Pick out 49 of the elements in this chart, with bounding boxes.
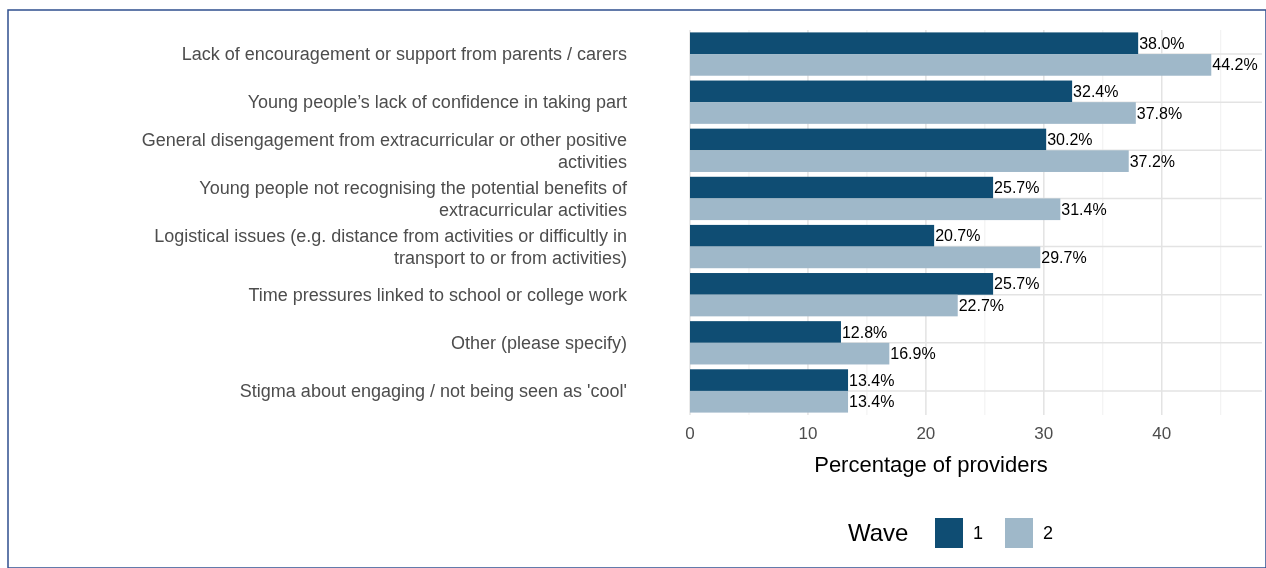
- bar: [690, 246, 1041, 269]
- bar: [690, 128, 1047, 151]
- y-tick-label: Other (please specify): [450, 333, 627, 354]
- data-label: 16.9%: [890, 345, 936, 363]
- y-tick-label: Logistical issues (e.g. distance from activities or difficultly in transport to or from activities): [154, 225, 627, 268]
- data-label: 13.4%: [849, 393, 895, 411]
- x-tick-label: 20: [916, 424, 936, 443]
- data-label: 25.7%: [994, 179, 1040, 197]
- data-label: 13.4%: [849, 371, 895, 389]
- y-tick-label: Time pressures linked to school or college work: [248, 284, 628, 305]
- legend-label: 1: [973, 523, 984, 544]
- bar: [690, 342, 890, 365]
- data-label: 25.7%: [994, 275, 1040, 293]
- bar: [690, 80, 1073, 103]
- bar: [690, 294, 958, 317]
- bar: [690, 273, 994, 295]
- x-axis-title: Percentage of providers: [814, 452, 1048, 477]
- bar: [690, 54, 1212, 76]
- data-label: 37.2%: [1129, 152, 1176, 170]
- y-tick-label: Lack of encouragement or support from parents / carers: [181, 44, 627, 65]
- bar: [690, 102, 1136, 124]
- bar: [690, 321, 841, 343]
- data-label: 22.7%: [958, 297, 1005, 315]
- y-tick-label: General disengagement from extracurricular or other positive activities: [141, 129, 627, 172]
- bar: [690, 369, 849, 391]
- data-label: 20.7%: [935, 227, 981, 245]
- bar: [690, 176, 994, 199]
- x-tick-label: 0: [685, 424, 695, 443]
- data-label: 44.2%: [1212, 56, 1258, 74]
- x-tick-label: 30: [1034, 424, 1054, 443]
- data-label: 31.4%: [1061, 200, 1107, 218]
- legend-title: Wave: [848, 519, 909, 547]
- data-label: 30.2%: [1047, 131, 1093, 149]
- data-label: 37.8%: [1136, 104, 1183, 122]
- bar: [690, 224, 935, 247]
- bar: [690, 198, 1061, 221]
- data-label: 32.4%: [1073, 82, 1119, 100]
- data-label: 12.8%: [841, 323, 888, 341]
- bar: [690, 390, 849, 413]
- bar: [690, 32, 1139, 55]
- y-tick-label: Young people’s lack of confidence in taking part: [247, 92, 627, 113]
- x-tick-label: 10: [798, 424, 818, 443]
- y-tick-label: Stigma about engaging / not being seen as 'cool': [239, 381, 627, 402]
- x-tick-label: 40: [1152, 424, 1172, 443]
- legend-label: 2: [1043, 523, 1054, 544]
- y-tick-label: Young people not recognising the potential benefits of extracurricular activities: [199, 177, 628, 220]
- data-label: 38.0%: [1139, 34, 1185, 52]
- data-label: 29.7%: [1041, 248, 1087, 266]
- bar: [690, 150, 1129, 172]
